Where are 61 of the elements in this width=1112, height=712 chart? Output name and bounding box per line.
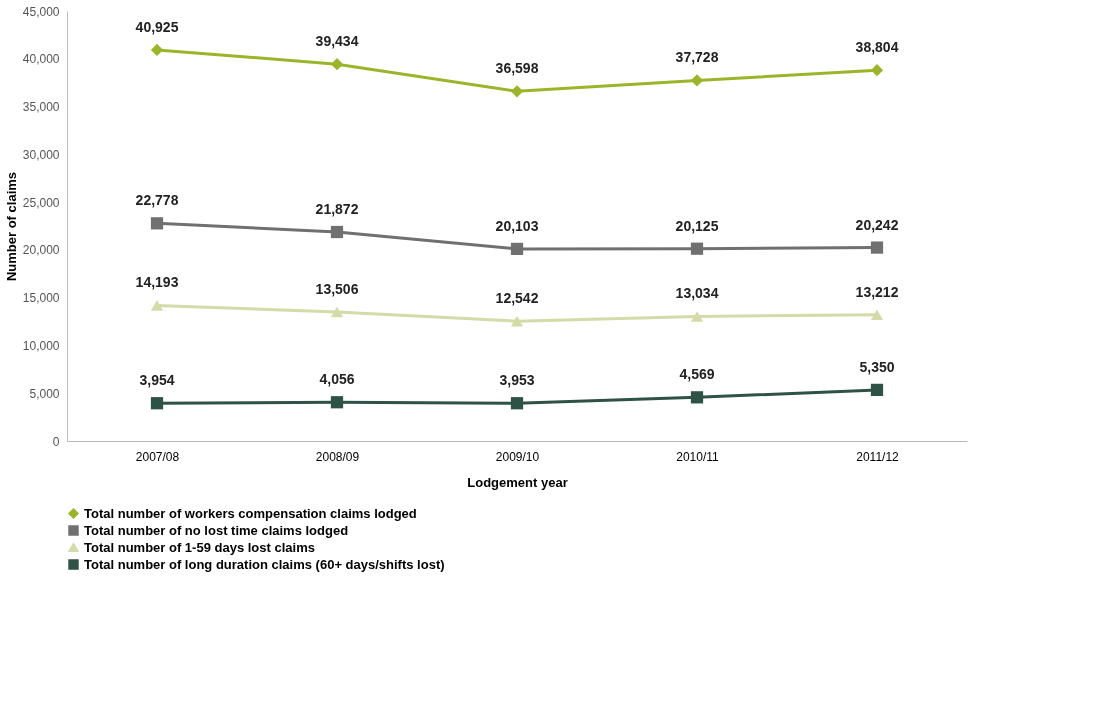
x-tick-label: 2008/09 [315, 449, 360, 464]
point [330, 225, 344, 239]
y-tick-label: 30,000 [22, 147, 60, 162]
point [330, 306, 344, 318]
point [870, 309, 884, 321]
data-label: 20,103 [495, 217, 539, 234]
data-label: 5,350 [859, 358, 895, 375]
data-label: 14,193 [135, 274, 179, 291]
data-label: 20,242 [855, 216, 899, 233]
point [870, 241, 884, 254]
point [150, 300, 164, 311]
point [690, 74, 704, 87]
x-tick-label: 2009/10 [495, 449, 540, 464]
legend-label: Total number of no lost time claims lodged [84, 522, 349, 538]
point [690, 311, 704, 322]
legend-label: Total number of long duration claims (60+ days/shifts lost) [84, 556, 445, 572]
data-label: 13,212 [855, 283, 899, 300]
y-tick-label: 25,000 [22, 195, 60, 210]
legend-label: Total number of 1-59 days lost claims [84, 539, 315, 555]
data-label: 13,506 [315, 280, 359, 297]
point [510, 85, 524, 98]
point [150, 397, 164, 410]
data-label: 38,804 [855, 39, 899, 56]
y-tick-label: 5,000 [29, 386, 60, 401]
point [330, 396, 344, 409]
point [330, 58, 344, 71]
y-tick-label: 0 [52, 434, 60, 449]
point [870, 383, 884, 396]
data-label: 12,542 [495, 290, 539, 307]
point [690, 242, 704, 255]
y-tick-label: 15,000 [22, 291, 60, 306]
y-tick-label: 10,000 [22, 338, 60, 353]
point [510, 242, 524, 256]
legend-label: Total number of workers compensation claims lodged [84, 505, 417, 521]
y-axis-title: Number of claims [3, 171, 19, 282]
x-tick-label: 2011/12 [856, 449, 900, 464]
data-label: 36,598 [495, 60, 539, 77]
point [870, 64, 884, 77]
y-tick-label: 40,000 [22, 52, 60, 67]
data-label: 21,872 [315, 201, 359, 217]
point [510, 315, 524, 327]
data-label: 13,034 [675, 285, 719, 302]
data-label: 4,569 [679, 366, 715, 383]
point [150, 217, 164, 230]
point [150, 43, 164, 57]
y-tick-label: 20,000 [22, 243, 60, 258]
x-tick-label: 2010/11 [676, 449, 720, 464]
y-tick-label: 35,000 [22, 100, 60, 115]
x-tick-label: 2007/08 [135, 449, 180, 464]
data-label: 3,953 [499, 372, 535, 389]
data-label: 20,125 [675, 217, 719, 234]
data-label: 22,778 [135, 192, 179, 209]
y-tick-label: 45,000 [22, 4, 60, 19]
x-axis-title: Lodgement year [467, 474, 568, 490]
data-label: 39,434 [315, 33, 359, 50]
data-label: 4,056 [319, 371, 355, 388]
data-label: 40,925 [135, 18, 179, 35]
point [510, 397, 524, 410]
data-label: 37,728 [675, 49, 719, 66]
point [690, 391, 704, 404]
data-label: 3,954 [139, 372, 175, 389]
